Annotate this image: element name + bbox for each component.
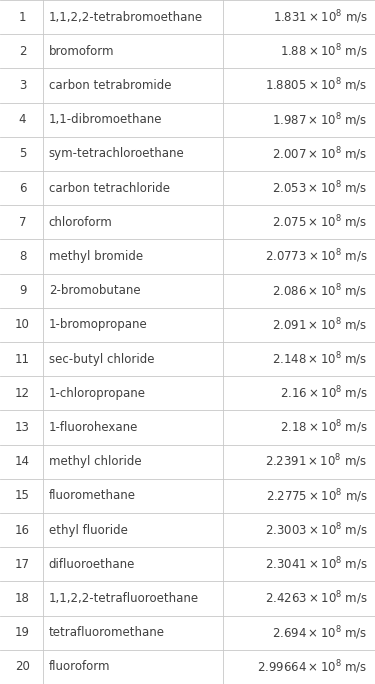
Text: 4: 4 bbox=[19, 113, 26, 127]
Text: $2.148\times10^{8}$ m/s: $2.148\times10^{8}$ m/s bbox=[272, 350, 368, 368]
Text: fluoroform: fluoroform bbox=[49, 660, 110, 674]
Text: 1: 1 bbox=[19, 10, 26, 24]
Text: 3: 3 bbox=[19, 79, 26, 92]
Text: 1-chloropropane: 1-chloropropane bbox=[49, 386, 146, 400]
Text: 7: 7 bbox=[19, 215, 26, 229]
Text: ethyl fluoride: ethyl fluoride bbox=[49, 523, 128, 537]
Text: 19: 19 bbox=[15, 626, 30, 640]
Text: $2.091\times10^{8}$ m/s: $2.091\times10^{8}$ m/s bbox=[272, 316, 368, 334]
Text: $2.0773\times10^{8}$ m/s: $2.0773\times10^{8}$ m/s bbox=[265, 248, 368, 265]
Text: $2.075\times10^{8}$ m/s: $2.075\times10^{8}$ m/s bbox=[272, 213, 368, 231]
Text: sym-tetrachloroethane: sym-tetrachloroethane bbox=[49, 147, 184, 161]
Text: $1.88\times10^{8}$ m/s: $1.88\times10^{8}$ m/s bbox=[280, 42, 368, 60]
Text: sec-butyl chloride: sec-butyl chloride bbox=[49, 352, 154, 366]
Text: 18: 18 bbox=[15, 592, 30, 605]
Text: bromoform: bromoform bbox=[49, 44, 114, 58]
Text: 2-bromobutane: 2-bromobutane bbox=[49, 284, 140, 298]
Text: $2.16\times10^{8}$ m/s: $2.16\times10^{8}$ m/s bbox=[280, 384, 368, 402]
Text: $2.007\times10^{8}$ m/s: $2.007\times10^{8}$ m/s bbox=[272, 145, 368, 163]
Text: 14: 14 bbox=[15, 455, 30, 469]
Text: 17: 17 bbox=[15, 557, 30, 571]
Text: 20: 20 bbox=[15, 660, 30, 674]
Text: $2.3003\times10^{8}$ m/s: $2.3003\times10^{8}$ m/s bbox=[265, 521, 368, 539]
Text: $2.3041\times10^{8}$ m/s: $2.3041\times10^{8}$ m/s bbox=[265, 555, 368, 573]
Text: 8: 8 bbox=[19, 250, 26, 263]
Text: $1.8805\times10^{8}$ m/s: $1.8805\times10^{8}$ m/s bbox=[265, 77, 368, 94]
Text: $2.086\times10^{8}$ m/s: $2.086\times10^{8}$ m/s bbox=[272, 282, 368, 300]
Text: chloroform: chloroform bbox=[49, 215, 112, 229]
Text: $1.831\times10^{8}$ m/s: $1.831\times10^{8}$ m/s bbox=[273, 8, 368, 26]
Text: 12: 12 bbox=[15, 386, 30, 400]
Text: carbon tetrachloride: carbon tetrachloride bbox=[49, 181, 170, 195]
Text: 9: 9 bbox=[19, 284, 26, 298]
Text: 13: 13 bbox=[15, 421, 30, 434]
Text: $2.2391\times10^{8}$ m/s: $2.2391\times10^{8}$ m/s bbox=[265, 453, 368, 471]
Text: $2.694\times10^{8}$ m/s: $2.694\times10^{8}$ m/s bbox=[272, 624, 368, 642]
Text: tetrafluoromethane: tetrafluoromethane bbox=[49, 626, 165, 640]
Text: 1,1,2,2-tetrabromoethane: 1,1,2,2-tetrabromoethane bbox=[49, 10, 203, 24]
Text: 16: 16 bbox=[15, 523, 30, 537]
Text: 6: 6 bbox=[19, 181, 26, 195]
Text: 1-bromopropane: 1-bromopropane bbox=[49, 318, 147, 332]
Text: 5: 5 bbox=[19, 147, 26, 161]
Text: carbon tetrabromide: carbon tetrabromide bbox=[49, 79, 171, 92]
Text: $2.99664\times10^{8}$ m/s: $2.99664\times10^{8}$ m/s bbox=[257, 658, 368, 676]
Text: $1.987\times10^{8}$ m/s: $1.987\times10^{8}$ m/s bbox=[272, 111, 368, 129]
Text: methyl bromide: methyl bromide bbox=[49, 250, 143, 263]
Text: $2.2775\times10^{8}$ m/s: $2.2775\times10^{8}$ m/s bbox=[266, 487, 368, 505]
Text: fluoromethane: fluoromethane bbox=[49, 489, 136, 503]
Text: 11: 11 bbox=[15, 352, 30, 366]
Text: methyl chloride: methyl chloride bbox=[49, 455, 141, 469]
Text: 1,1,2,2-tetrafluoroethane: 1,1,2,2-tetrafluoroethane bbox=[49, 592, 199, 605]
Text: $2.4263\times10^{8}$ m/s: $2.4263\times10^{8}$ m/s bbox=[265, 590, 368, 607]
Text: 1,1-dibromoethane: 1,1-dibromoethane bbox=[49, 113, 162, 127]
Text: $2.18\times10^{8}$ m/s: $2.18\times10^{8}$ m/s bbox=[280, 419, 368, 436]
Text: 2: 2 bbox=[19, 44, 26, 58]
Text: difluoroethane: difluoroethane bbox=[49, 557, 135, 571]
Text: $2.053\times10^{8}$ m/s: $2.053\times10^{8}$ m/s bbox=[272, 179, 368, 197]
Text: 10: 10 bbox=[15, 318, 30, 332]
Text: 15: 15 bbox=[15, 489, 30, 503]
Text: 1-fluorohexane: 1-fluorohexane bbox=[49, 421, 138, 434]
